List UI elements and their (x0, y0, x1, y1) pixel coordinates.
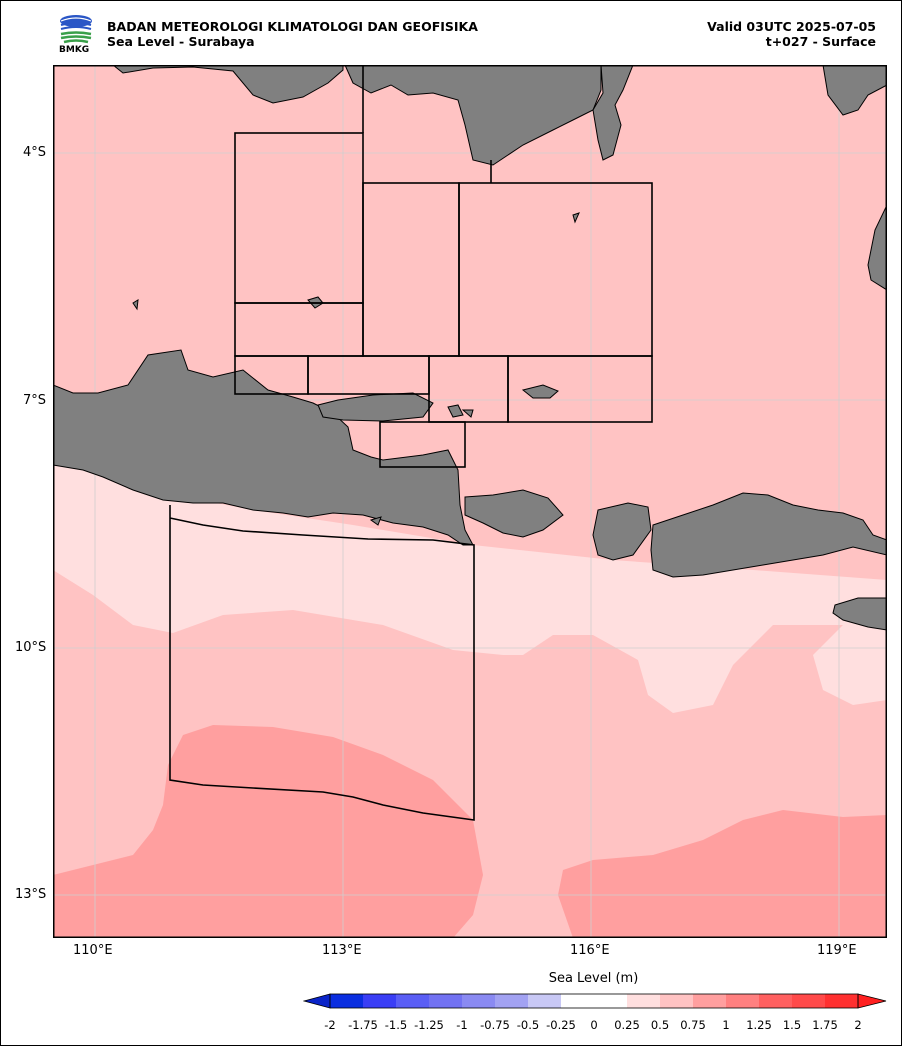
product-title: Sea Level - Surabaya (107, 34, 255, 49)
colorbar-tick-label: -1.5 (384, 1018, 408, 1032)
colorbar-cell (330, 994, 364, 1008)
colorbar-tick-label: 0.5 (650, 1018, 670, 1032)
colorbar-under-arrow (303, 993, 331, 1009)
colorbar-tick-label: -0.25 (546, 1018, 576, 1032)
colorbar-label: Sea Level (m) (548, 971, 639, 986)
y-tick-7s: 7°S (23, 393, 47, 408)
colorbar (303, 993, 887, 1009)
kangean-islands (521, 384, 559, 399)
colorbar-border (329, 993, 859, 1009)
colorbar-tick-label: -1 (456, 1018, 468, 1032)
sulawesi-land (592, 65, 634, 161)
borneo-land-east (344, 65, 602, 166)
zone-indian-ocean (169, 505, 475, 821)
colorbar-cell (627, 994, 661, 1008)
colorbar-tick-label: 1.25 (746, 1018, 772, 1032)
sea-level-map (53, 65, 887, 938)
colorbar-tick-label: 0 (590, 1018, 598, 1032)
java-land (53, 349, 474, 546)
map-border (53, 65, 887, 938)
colorbar-tick-label: 2 (854, 1018, 862, 1032)
islet-5 (369, 516, 382, 526)
buton-island (867, 204, 887, 291)
x-tick-116: 116°E (570, 943, 610, 958)
sumba-island (832, 597, 887, 631)
colorbar-cell (759, 994, 793, 1008)
contour-0.25-0.5 (53, 460, 887, 713)
colorbar-cell (561, 994, 595, 1008)
colorbar-tick-label: 1 (722, 1018, 730, 1032)
colorbar-over-arrow (857, 993, 887, 1009)
contour-0.75-1-east (558, 810, 887, 938)
colorbar-cell (363, 994, 397, 1008)
bmkg-logo-icon (60, 15, 92, 44)
colorbar-tick-label: 1.75 (812, 1018, 838, 1032)
colorbar-cell (726, 994, 760, 1008)
colorbar-tick-label: -1.25 (414, 1018, 444, 1032)
colorbar-tick-label: -0.5 (516, 1018, 540, 1032)
colorbar-cell (792, 994, 826, 1008)
colorbar-cell (396, 994, 430, 1008)
zone-bali-strait (379, 421, 466, 468)
sulawesi-land-se (822, 65, 887, 116)
sumbawa-island (650, 492, 887, 578)
header-left: BADAN METEOROLOGI KLIMATOLOGI DAN GEOFIS… (107, 19, 478, 49)
lombok-island (592, 502, 652, 561)
colorbar-cell (660, 994, 694, 1008)
contour-0.75-1-west (53, 725, 483, 938)
graticule (53, 65, 887, 938)
borneo-land (112, 65, 344, 104)
madura-island (317, 392, 434, 422)
colorbar-tick-label: 0.25 (614, 1018, 640, 1032)
logo-label: BMKG (59, 45, 90, 55)
agency-title: BADAN METEOROLOGI KLIMATOLOGI DAN GEOFIS… (107, 19, 478, 34)
valid-time: Valid 03UTC 2025-07-05 (707, 19, 876, 34)
colorbar-cell (462, 994, 496, 1008)
islet-4 (572, 212, 580, 224)
colorbar-cell (693, 994, 727, 1008)
zone-bali-north (507, 355, 653, 423)
colorbar-cell (429, 994, 463, 1008)
y-tick-10s: 10°S (15, 640, 47, 655)
x-tick-119: 119°E (817, 943, 857, 958)
colorbar-ticks: -2 -1.75 -1.5 -1.25 -1 -0.75 -0.5 -0.25 0 0.25 0.5… (0, 1018, 902, 1034)
y-tick-13s: 13°S (15, 887, 47, 902)
y-tick-4s: 4°S (23, 145, 47, 160)
colorbar-tick-label: 0.75 (680, 1018, 706, 1032)
x-tick-110: 110°E (73, 943, 113, 958)
colorbar-tick-label: 1.5 (782, 1018, 802, 1032)
islet-3 (461, 409, 474, 418)
colorbar-cell (495, 994, 529, 1008)
islet-2 (447, 404, 464, 418)
header-right: Valid 03UTC 2025-07-05 t+027 - Surface (707, 19, 876, 49)
islet-1 (132, 299, 139, 311)
colorbar-cell (528, 994, 562, 1008)
forecast-zone-boundaries (169, 65, 653, 821)
colorbar-tick-label: -0.75 (480, 1018, 510, 1032)
colorbar-tick-label: -2 (324, 1018, 336, 1032)
colorbar-cell (594, 994, 628, 1008)
bali-island (464, 489, 564, 538)
forecast-step: t+027 - Surface (765, 34, 876, 49)
colorbar-tick-label: -1.75 (348, 1018, 378, 1032)
x-tick-113: 113°E (322, 943, 362, 958)
colorbar-cell (825, 994, 859, 1008)
